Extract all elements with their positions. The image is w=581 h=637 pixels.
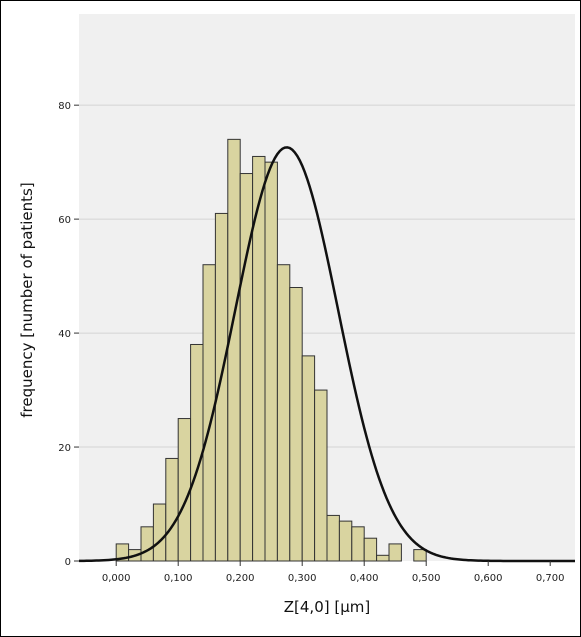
- normal-curve: [78, 146, 575, 563]
- histogram-bar: [214, 212, 229, 562]
- histogram-bars: [115, 138, 427, 562]
- x-tick-label: 0,400: [350, 573, 379, 584]
- x-tick-label: 0,200: [226, 573, 255, 584]
- y-tick-label: 0: [65, 557, 71, 568]
- y-tick-label: 20: [58, 443, 71, 454]
- y-axis-label: frequency [number of patients]: [18, 182, 36, 417]
- histogram-bar: [388, 543, 402, 562]
- histogram-bar: [140, 526, 154, 562]
- x-tick-label: 0,600: [474, 573, 503, 584]
- x-axis-ticks: 0,000 0,100 0,200 0,300 0,400 0,500 0,600 0,700: [102, 561, 565, 584]
- histogram-bar: [177, 418, 192, 562]
- histogram-bar: [363, 537, 378, 562]
- histogram-bar: [301, 355, 316, 562]
- histogram-bar: [376, 554, 390, 562]
- x-tick-label: 0,700: [536, 573, 565, 584]
- histogram-bar: [289, 287, 303, 562]
- y-tick-label: 40: [58, 329, 71, 340]
- y-axis-ticks: 0 20 40 60 80: [58, 101, 79, 568]
- y-tick-label: 60: [58, 215, 71, 226]
- histogram-bar: [276, 264, 291, 562]
- histogram-bar: [314, 389, 328, 562]
- histogram-bar: [152, 503, 167, 562]
- x-tick-label: 0,000: [102, 573, 131, 584]
- x-axis-label: Z[4,0] [µm]: [284, 598, 370, 616]
- histogram-bar: [227, 138, 241, 562]
- histogram-bar: [413, 549, 427, 562]
- histogram-bar: [326, 514, 340, 562]
- x-tick-label: 0,100: [164, 573, 193, 584]
- histogram-bar: [165, 457, 179, 562]
- histogram-bar: [338, 520, 353, 562]
- x-tick-label: 0,500: [412, 573, 441, 584]
- x-tick-label: 0,300: [288, 573, 317, 584]
- histogram-bar: [351, 526, 365, 562]
- histogram-bar: [264, 161, 278, 562]
- y-tick-label: 80: [58, 101, 71, 112]
